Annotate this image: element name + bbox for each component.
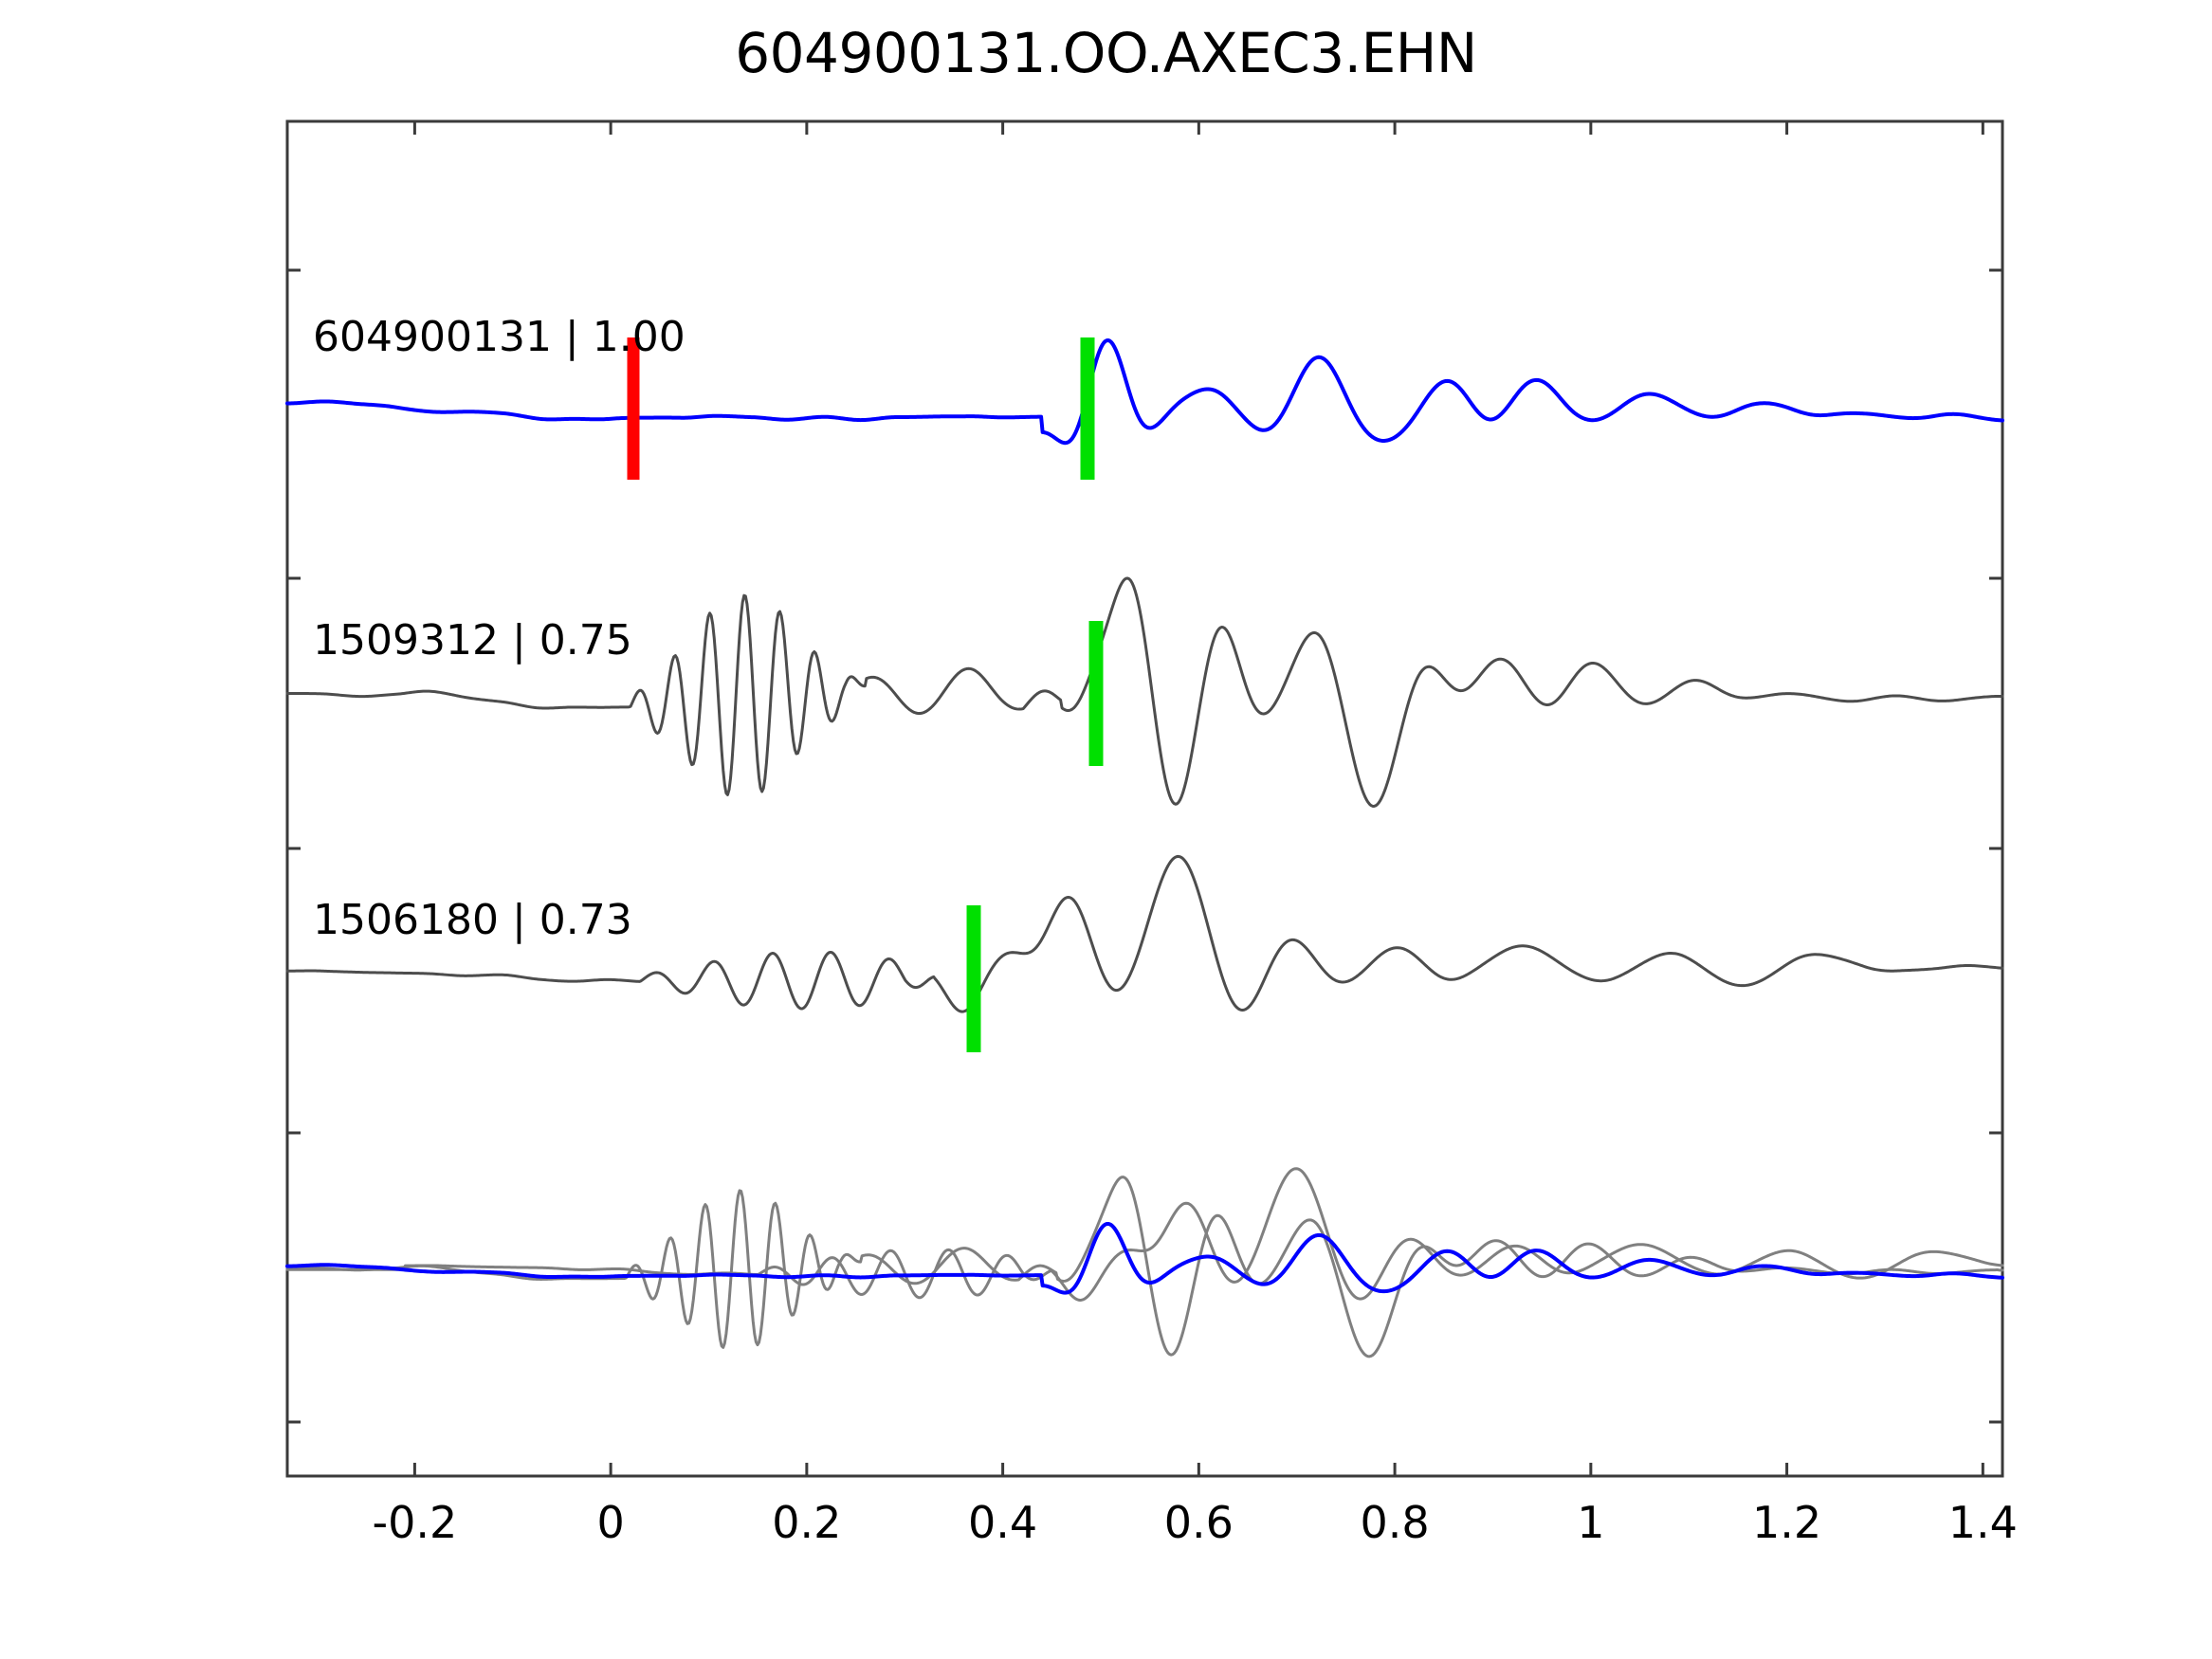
y-ticks (287, 268, 2002, 1424)
x-tick-label: 0.2 (772, 1497, 842, 1548)
trace-604900131 (285, 337, 2004, 446)
axes-frame (285, 119, 2004, 1478)
x-tick-label: -0.2 (372, 1497, 458, 1548)
pick-marker-detected-604900131[interactable] (1080, 337, 1095, 480)
x-tick-label: 0.8 (1360, 1497, 1430, 1548)
pick-marker-detected-1506180[interactable] (966, 905, 981, 1052)
x-tick-label: 0.4 (968, 1497, 1038, 1548)
plot-frame-rect (285, 119, 2004, 1478)
trace-label-1506180: 1506180 | 0.73 (313, 896, 632, 944)
trace-1506180 (285, 854, 2004, 1013)
trace-1509312 (285, 576, 2004, 808)
pick-marker-detected-1509312[interactable] (1088, 621, 1104, 766)
waveform-path-match1 (285, 576, 2004, 808)
x-tick-label: 1.4 (1947, 1497, 2018, 1548)
x-tick-label: 0 (596, 1497, 625, 1548)
trace-label-1509312: 1509312 | 0.75 (313, 616, 632, 665)
waveform-path-template (285, 337, 2004, 446)
x-ticks (412, 121, 1984, 1476)
trace-overlay-panel (285, 1167, 2004, 1358)
page-title: 604900131.OO.AXEC3.EHN (735, 21, 1477, 85)
x-tick-label: 0.6 (1163, 1497, 1234, 1548)
overlay-waveform-blue (285, 1221, 2004, 1295)
trace-label-604900131: 604900131 | 1.00 (313, 313, 686, 361)
x-tick-label: 1 (1577, 1497, 1605, 1548)
x-tick-label: 1.2 (1752, 1497, 1822, 1548)
pick-markers (627, 337, 1104, 1052)
pick-marker-reference-604900131[interactable] (627, 337, 640, 480)
waveform-path-match2 (285, 854, 2004, 1013)
